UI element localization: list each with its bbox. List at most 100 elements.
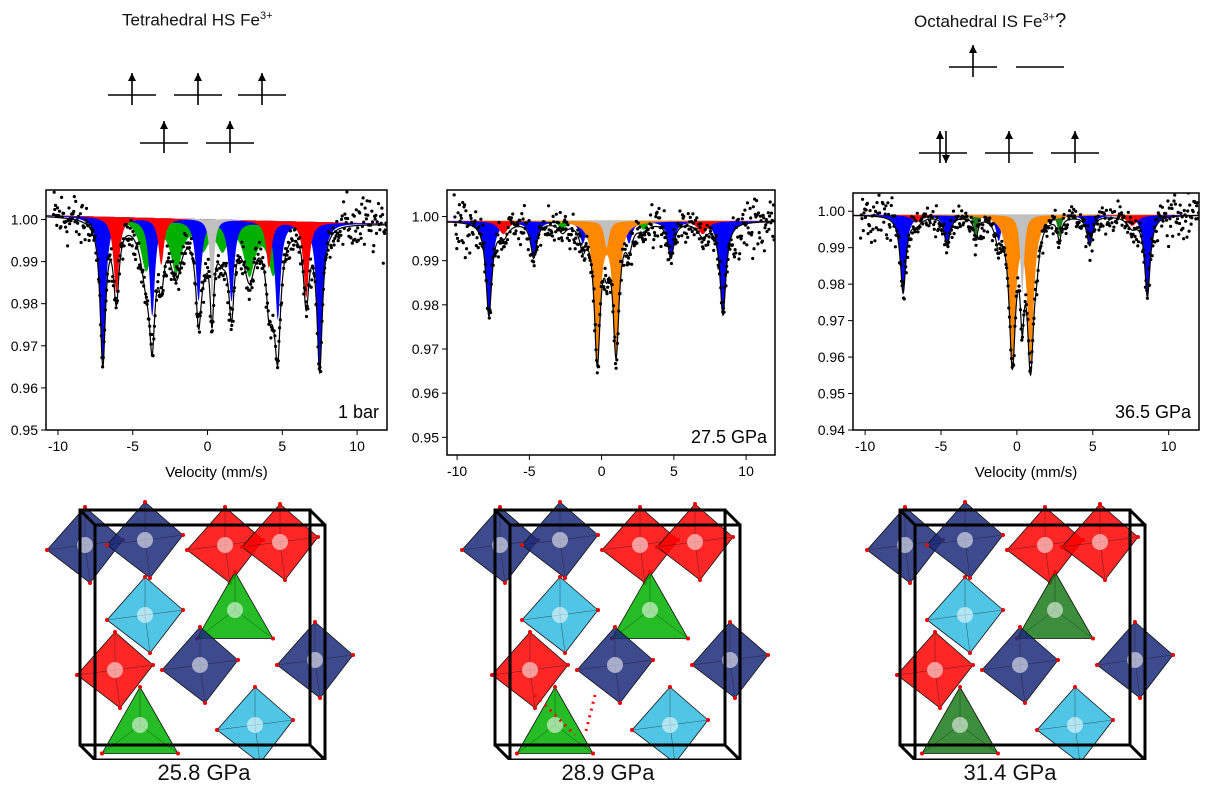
data-point [250, 286, 254, 290]
data-point [197, 330, 202, 334]
data-point [333, 236, 337, 240]
x-tick-label: -5 [127, 438, 140, 454]
data-point [350, 221, 354, 225]
data-point [88, 223, 93, 227]
data-point [502, 245, 506, 249]
data-point [548, 222, 553, 226]
y-tick-label: 1.00 [818, 203, 845, 219]
arrow-head-up [160, 121, 168, 129]
x-tick-label: 10 [738, 463, 754, 479]
data-point [677, 234, 681, 238]
data-point [517, 237, 521, 241]
data-point [935, 215, 939, 220]
data-point [958, 222, 962, 226]
unit-cell-back [493, 508, 727, 747]
oxygen-atom [291, 718, 295, 722]
data-point [604, 289, 608, 293]
x-tick-label: 0 [1013, 438, 1021, 454]
data-point [883, 212, 887, 216]
data-point [72, 209, 76, 214]
oxygen-atom [925, 618, 929, 622]
data-point [879, 187, 882, 190]
arrow-head-down [942, 155, 950, 163]
data-point [932, 227, 936, 231]
oxygen-atom [143, 575, 147, 579]
data-point [756, 211, 761, 215]
oxygen-atom [143, 500, 147, 504]
oxygen-atom [1095, 663, 1099, 667]
data-point [701, 247, 705, 251]
data-point [374, 231, 379, 235]
data-point [1102, 212, 1106, 216]
spectrum-chart-1bar: -10 -5 0 5 10 0.95 0.96 0.97 0.98 0.99 1.00 Velocit… [11, 189, 388, 481]
data-point [658, 216, 662, 220]
data-point [55, 223, 59, 227]
data-point [582, 248, 586, 252]
oxygen-atom [1005, 548, 1009, 552]
oxygen-atom [316, 535, 320, 539]
oxygen-atom [1035, 728, 1039, 732]
data-point [470, 220, 474, 224]
unit-cell-edge [898, 508, 917, 527]
data-point [457, 239, 461, 244]
y-tick-label: 0.98 [818, 276, 845, 292]
oxygen-atom [181, 533, 185, 537]
data-point [109, 247, 113, 251]
data-point [1195, 204, 1199, 208]
data-point [893, 245, 897, 249]
data-point [76, 221, 80, 225]
data-point [59, 225, 63, 229]
data-point [875, 201, 879, 205]
data-point [476, 246, 480, 250]
data-point [557, 237, 561, 241]
data-point [1170, 206, 1174, 211]
oxygen-atom [591, 751, 595, 756]
data-point [1050, 226, 1054, 230]
data-point [346, 216, 350, 221]
data-point [1136, 240, 1141, 244]
data-point [220, 264, 224, 268]
data-point [746, 226, 750, 230]
data-point [763, 226, 767, 230]
data-point [271, 313, 275, 317]
data-point [912, 216, 916, 220]
data-point [994, 248, 998, 252]
oxygen-atom [563, 651, 567, 655]
data-point [459, 213, 463, 217]
subspectrum-orange [447, 220, 775, 363]
data-point [339, 233, 343, 237]
data-point [675, 240, 679, 244]
data-point [879, 228, 883, 232]
data-point [960, 209, 964, 213]
data-point [958, 224, 962, 229]
data-point [1086, 224, 1090, 228]
oxygen-atom [498, 505, 502, 509]
unit-cell-edge [723, 508, 742, 527]
data-point [1165, 234, 1169, 238]
data-point [328, 255, 332, 259]
data-point [889, 238, 893, 242]
data-point [973, 253, 977, 257]
data-point [576, 228, 580, 232]
data-point [478, 242, 482, 246]
arrow-head-up [226, 121, 234, 129]
data-point [524, 221, 528, 225]
y-tick-label: 0.96 [11, 380, 38, 396]
data-point [656, 234, 660, 238]
data-point [1169, 203, 1173, 207]
data-point [968, 229, 972, 233]
data-point [861, 229, 865, 233]
data-point [474, 244, 478, 248]
orbital-level [140, 121, 188, 153]
data-point [352, 214, 356, 218]
arrow-head-up [1005, 131, 1013, 139]
oxygen-atom [766, 653, 770, 657]
data-point [909, 237, 913, 241]
data-point [942, 222, 946, 226]
data-point [129, 218, 133, 222]
data-point [452, 193, 456, 197]
data-point [614, 366, 618, 370]
cation-atom [952, 717, 968, 733]
data-point [334, 234, 338, 238]
data-point [758, 214, 763, 218]
